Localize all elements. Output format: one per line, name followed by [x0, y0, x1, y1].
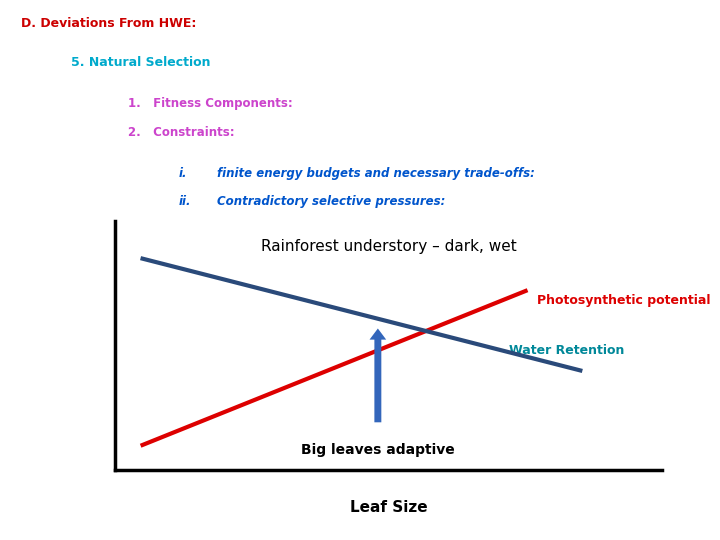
Text: Leaf Size: Leaf Size: [350, 500, 428, 515]
Text: 1.   Fitness Components:: 1. Fitness Components:: [128, 97, 293, 110]
Text: ii.: ii.: [179, 195, 191, 208]
Text: Water Retention: Water Retention: [509, 344, 624, 357]
Text: 2.   Constraints:: 2. Constraints:: [128, 126, 235, 139]
Text: Big leaves adaptive: Big leaves adaptive: [301, 443, 455, 457]
Text: D. Deviations From HWE:: D. Deviations From HWE:: [22, 17, 197, 30]
Text: Photosynthetic potential: Photosynthetic potential: [536, 294, 710, 307]
Text: finite energy budgets and necessary trade-offs:: finite energy budgets and necessary trad…: [217, 167, 536, 180]
Text: Contradictory selective pressures:: Contradictory selective pressures:: [217, 195, 446, 208]
Text: Rainforest understory – dark, wet: Rainforest understory – dark, wet: [261, 239, 517, 254]
Text: i.: i.: [179, 167, 186, 180]
Text: 5. Natural Selection: 5. Natural Selection: [71, 56, 211, 69]
